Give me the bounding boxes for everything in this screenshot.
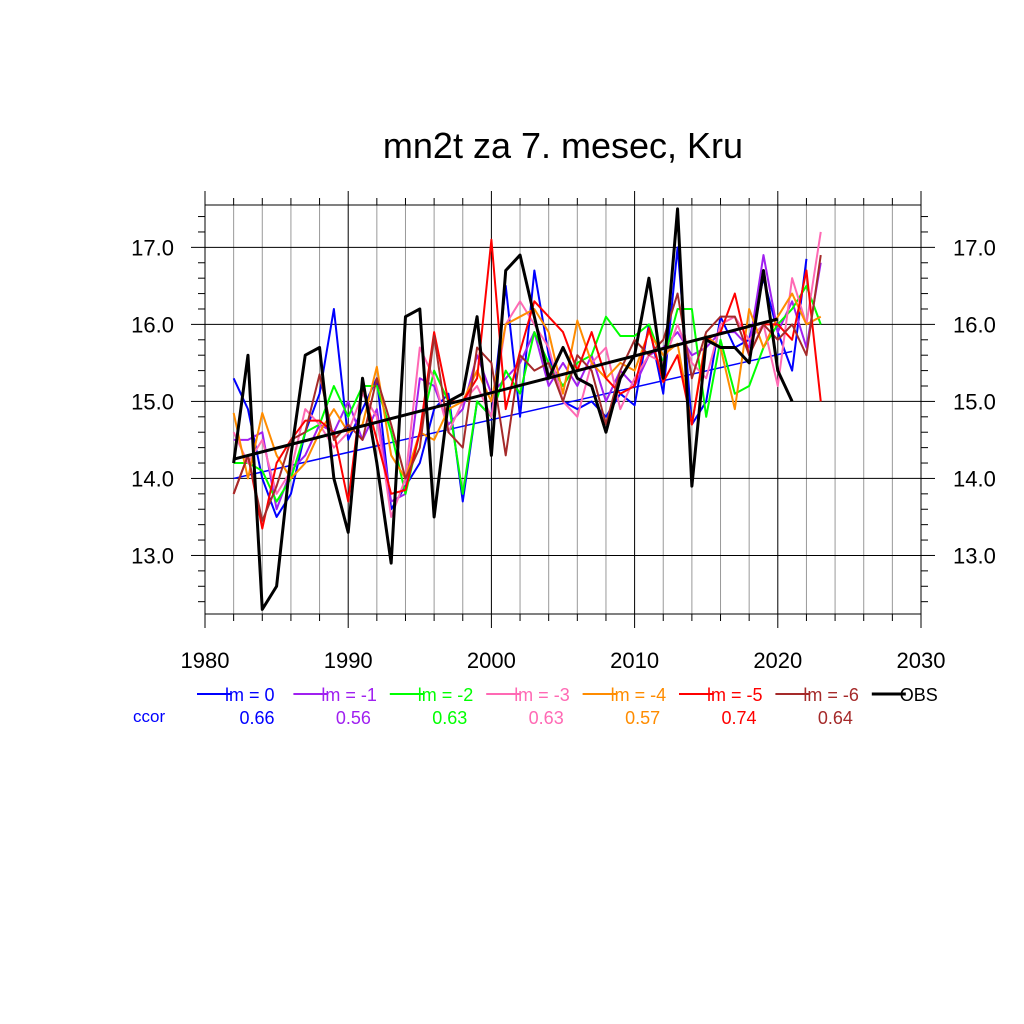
y-tick-label-left: 14.0 xyxy=(131,466,174,491)
y-tick-label-right: 15.0 xyxy=(953,389,996,414)
legend: lm = 0 0.66 lm = -1 0.56 lm = -2 0.63 lm = -3 0… xyxy=(133,685,938,728)
series-line-6 xyxy=(232,254,822,522)
legend-label-5: lm = -5 xyxy=(707,685,763,705)
y-tick-label-left: 16.0 xyxy=(131,312,174,337)
ccor-value-4: 0.57 xyxy=(625,708,660,728)
ccor-value-5: 0.74 xyxy=(721,708,756,728)
chart-title: mn2t za 7. mesec, Kru xyxy=(383,125,743,166)
series-line-0 xyxy=(232,246,808,518)
x-tick-label: 1990 xyxy=(324,648,373,673)
grid xyxy=(205,205,921,614)
ccor-value-6: 0.64 xyxy=(818,708,853,728)
trend-line-obs xyxy=(233,317,779,461)
y-tick-label-right: 16.0 xyxy=(953,312,996,337)
ccor-value-0: 0.66 xyxy=(239,708,274,728)
ccor-value-1: 0.56 xyxy=(336,708,371,728)
legend-label-2: lm = -2 xyxy=(418,685,474,705)
ccor-value-3: 0.63 xyxy=(529,708,564,728)
series-line-7 xyxy=(232,207,794,611)
x-tick-label: 2020 xyxy=(753,648,802,673)
x-tick-label: 2010 xyxy=(610,648,659,673)
plot-frame xyxy=(204,204,922,615)
y-tick-label-left: 13.0 xyxy=(131,543,174,568)
legend-label-6: lm = -6 xyxy=(803,685,859,705)
ccor-label: ccor xyxy=(133,707,165,726)
legend-label-0: lm = 0 xyxy=(225,685,275,705)
ccor-value-2: 0.63 xyxy=(432,708,467,728)
series-line-4 xyxy=(232,292,822,480)
y-tick-label-left: 17.0 xyxy=(131,235,174,260)
y-tick-label-right: 14.0 xyxy=(953,466,996,491)
axes: 1980 1990 2000 2010 2020 2030 13.0 13.0 14.0 14.0… xyxy=(131,191,996,673)
x-tick-label: 2000 xyxy=(467,648,516,673)
series-group xyxy=(232,207,822,611)
y-tick-label-right: 17.0 xyxy=(953,235,996,260)
legend-label-7: OBS xyxy=(900,685,938,705)
legend-label-3: lm = -3 xyxy=(514,685,570,705)
x-tick-label: 1980 xyxy=(181,648,230,673)
trend-line-0 xyxy=(233,350,793,480)
y-tick-label-right: 13.0 xyxy=(953,543,996,568)
legend-label-4: lm = -4 xyxy=(611,685,667,705)
y-tick-label-left: 15.0 xyxy=(131,389,174,414)
legend-label-1: lm = -1 xyxy=(321,685,377,705)
x-tick-label: 2030 xyxy=(897,648,946,673)
